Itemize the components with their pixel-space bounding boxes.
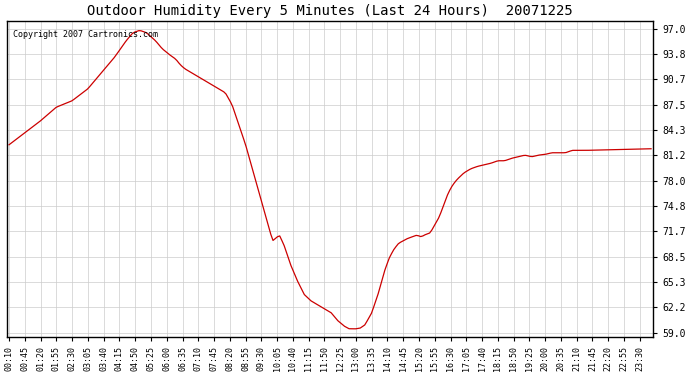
Text: Copyright 2007 Cartronics.com: Copyright 2007 Cartronics.com bbox=[13, 30, 158, 39]
Title: Outdoor Humidity Every 5 Minutes (Last 24 Hours)  20071225: Outdoor Humidity Every 5 Minutes (Last 2… bbox=[87, 4, 573, 18]
